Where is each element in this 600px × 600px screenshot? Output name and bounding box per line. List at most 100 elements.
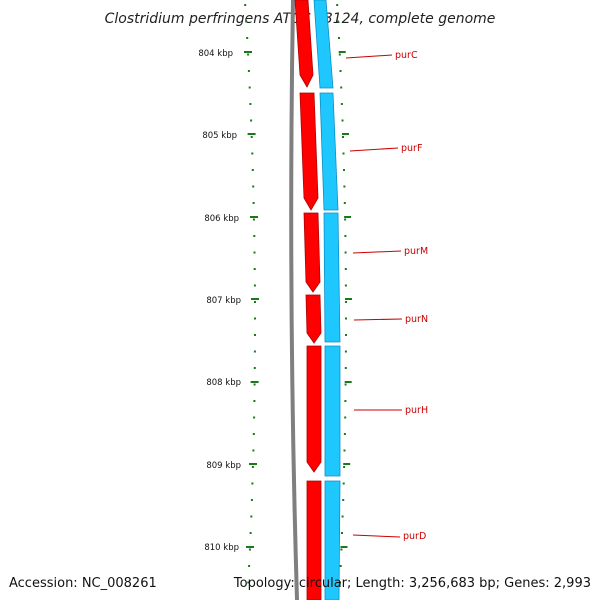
scale-tick-minor <box>337 20 340 23</box>
gene-label-purD: purD <box>403 531 426 542</box>
cds-arrow-purD <box>306 480 322 600</box>
gene-track-segment-5 <box>324 480 341 600</box>
scale-label-804: 804 kbp <box>198 49 233 59</box>
scale-tick-major <box>250 381 259 383</box>
scale-tick-minor <box>253 268 256 270</box>
scale-tick-minor <box>340 548 343 551</box>
scale-tick-minor <box>253 416 256 419</box>
scale-tick-minor <box>343 169 345 171</box>
scale-tick-minor <box>253 284 256 287</box>
gene-track-segment-3 <box>323 212 341 343</box>
scale-tick-minor <box>254 317 256 320</box>
scale-label-807: 807 kbp <box>206 296 241 306</box>
gene-track-segment-4 <box>324 345 341 477</box>
scale-tick-minor <box>339 581 341 584</box>
genome-backbone <box>289 0 299 600</box>
scale-tick-minor <box>344 235 347 237</box>
scale-label-806: 806 kbp <box>204 214 239 224</box>
scale-label-808: 808 kbp <box>206 378 241 388</box>
scale-tick-major <box>340 546 348 548</box>
scale-tick-major <box>250 216 258 218</box>
scale-tick-minor <box>251 466 254 468</box>
cds-arrow-purM <box>303 212 321 293</box>
scale-tick-minor <box>252 185 255 188</box>
topology-text: Topology: circular; Length: 3,256,683 bp… <box>233 576 591 591</box>
scale-tick-minor <box>345 334 347 336</box>
scale-tick-major <box>247 133 256 135</box>
gene-callout-line-purN <box>353 318 403 321</box>
scale-tick-major <box>251 298 259 300</box>
scale-tick-minor <box>342 136 344 138</box>
scale-tick-minor <box>245 20 248 23</box>
scale-tick-minor <box>251 169 254 171</box>
scale-tick-minor <box>250 515 253 518</box>
scale-tick-minor <box>248 565 251 567</box>
scale-tick-minor <box>340 103 343 105</box>
gene-label-purH: purH <box>405 405 428 416</box>
scale-tick-minor <box>253 383 256 386</box>
scale-tick-major <box>244 51 252 53</box>
cds-arrow-purH <box>306 345 322 473</box>
scale-tick-minor <box>338 53 341 56</box>
gene-label-purC: purC <box>395 50 418 61</box>
scale-tick-minor <box>252 202 255 204</box>
scale-tick-minor <box>253 218 255 221</box>
cds-arrow-purC <box>294 0 314 88</box>
scale-tick-minor <box>244 4 247 6</box>
accession-text: Accession: NC_008261 <box>9 576 157 591</box>
gene-label-purN: purN <box>405 314 428 325</box>
scale-tick-minor <box>249 532 252 534</box>
scale-tick-minor <box>254 334 256 336</box>
scale-tick-minor <box>250 136 253 138</box>
scale-tick-minor <box>342 482 345 485</box>
scale-tick-minor <box>345 301 347 303</box>
scale-tick-minor <box>247 70 250 72</box>
scale-label-805: 805 kbp <box>202 131 237 141</box>
scale-tick-minor <box>341 515 344 518</box>
scale-tick-minor <box>344 383 347 386</box>
scale-tick-major <box>246 546 254 548</box>
scale-tick-minor <box>344 218 347 221</box>
scale-tick-minor <box>344 284 347 287</box>
scale-tick-minor <box>254 301 256 303</box>
scale-label-810: 810 kbp <box>204 543 239 553</box>
gene-callout-line-purD <box>352 534 401 538</box>
scale-tick-minor <box>344 400 347 402</box>
scale-tick-minor <box>342 152 345 155</box>
scale-tick-minor <box>340 86 343 89</box>
scale-tick-minor <box>252 433 255 435</box>
cds-arrow-purN <box>305 294 322 344</box>
scale-tick-major <box>345 298 352 300</box>
scale-tick-minor <box>344 251 347 254</box>
gene-labels: purC purF purM purN purH purD <box>345 50 428 542</box>
scale-tick-minor <box>339 565 342 567</box>
scale-tick-minor <box>253 235 256 237</box>
gene-track-segment-2 <box>319 92 339 211</box>
scale-tick-minor <box>343 466 346 468</box>
scale-tick-minor <box>344 367 347 369</box>
scale-tick-major <box>249 463 257 465</box>
scale-tick-minor <box>251 152 254 155</box>
scale-tick-minor <box>250 499 253 501</box>
scale-tick-minor <box>339 70 342 72</box>
scale-tick-major <box>338 51 346 53</box>
scale-tick-minor <box>343 185 346 188</box>
scale-tick-major <box>343 463 351 465</box>
scale-tick-minor <box>341 532 343 534</box>
scale-tick-minor <box>336 4 339 6</box>
cds-track <box>294 0 322 600</box>
scale-tick-major <box>342 133 349 135</box>
scale-tick-minor <box>345 317 347 320</box>
gene-callout-line-purC <box>345 54 393 59</box>
scale-labels: 804 kbp 805 kbp 806 kbp 807 kbp 808 kbp … <box>198 49 241 553</box>
gene-track-segment-1 <box>313 0 334 89</box>
gene-label-purF: purF <box>401 143 422 154</box>
scale-tick-major <box>344 216 352 218</box>
scale-tick-minor <box>344 416 347 419</box>
scale-tick-minor <box>341 119 344 122</box>
scale-tick-minor <box>343 433 346 435</box>
cds-arrow-purF <box>299 92 319 211</box>
scale-tick-minor <box>249 103 252 105</box>
scale-tick-minor <box>343 202 346 204</box>
